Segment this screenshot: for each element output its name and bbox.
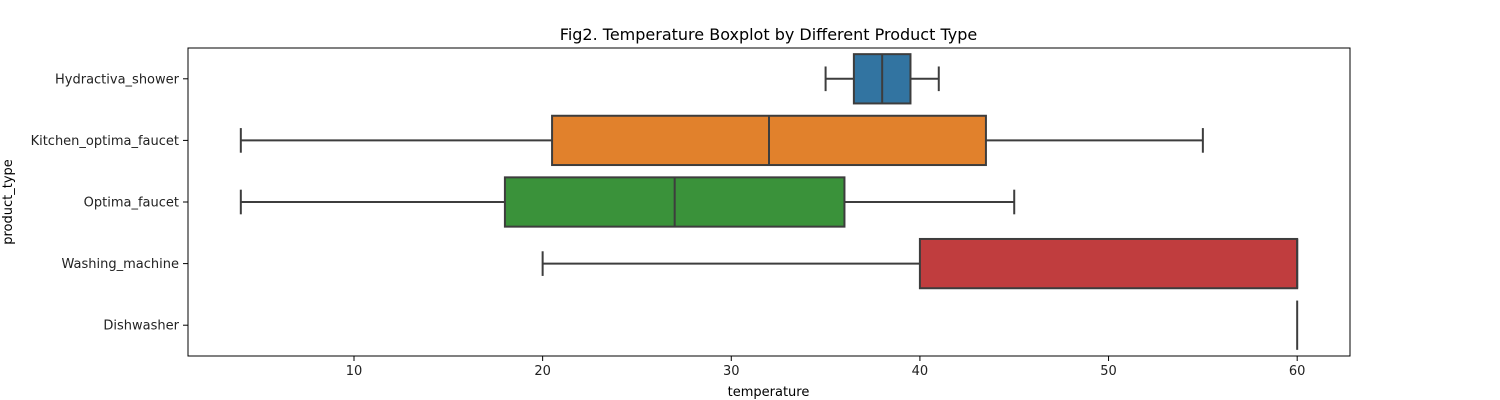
box-kitchen-optima-faucet (239, 114, 1204, 167)
y-tick-label: Optima_faucet (84, 196, 179, 211)
box-washing-machine (541, 237, 1299, 290)
y-axis-label: product_type (1, 159, 16, 245)
x-tick-label: 20 (534, 364, 551, 379)
plot-area (239, 53, 1299, 350)
x-tick-label: 40 (912, 364, 929, 379)
y-tick-label: Hydractiva_shower (55, 72, 180, 87)
box-optima-faucet (239, 176, 1016, 228)
box-hydractiva-shower (824, 53, 940, 105)
y-tick-label: Kitchen_optima_faucet (31, 134, 179, 149)
x-tick-label: 10 (346, 364, 363, 379)
x-tick-label: 50 (1100, 364, 1117, 379)
chart-title: Fig2. Temperature Boxplot by Different P… (560, 25, 977, 44)
x-tick-label: 60 (1289, 364, 1306, 379)
y-tick-label: Washing_machine (62, 257, 179, 272)
iqr-box (918, 237, 1299, 290)
x-tick-label: 30 (723, 364, 740, 379)
y-tick-label: Dishwasher (103, 319, 179, 334)
x-axis-label: temperature (728, 385, 810, 400)
